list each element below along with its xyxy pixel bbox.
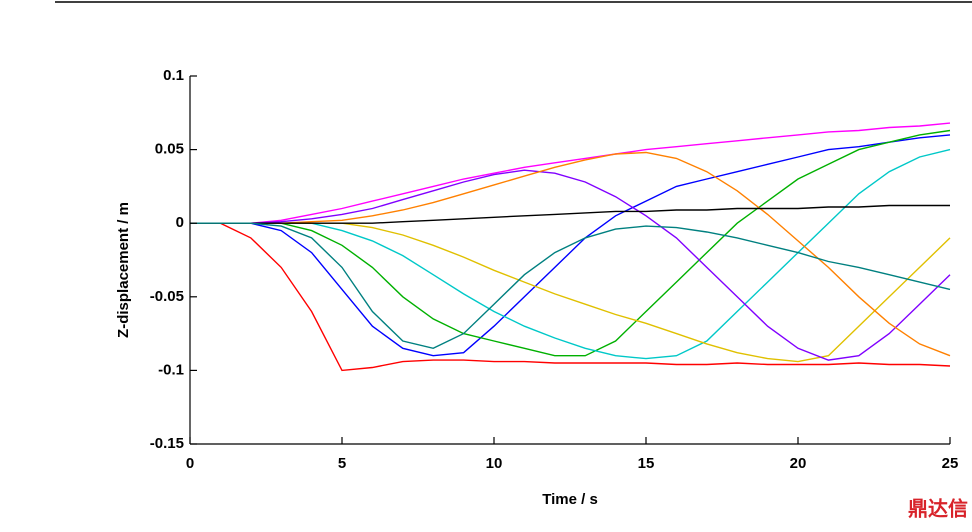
- x-axis-label: Time / s: [542, 491, 598, 508]
- data-line: [190, 222, 951, 350]
- y-tick-label: -0.05: [150, 288, 184, 305]
- x-tick-label: 20: [790, 455, 807, 472]
- y-tick-label: 0.05: [155, 141, 184, 158]
- data-line: [190, 134, 951, 357]
- x-tick-label: 5: [338, 455, 346, 472]
- watermark: 鼎达信: [908, 496, 968, 520]
- data-line: [190, 169, 951, 361]
- x-tick-label: 0: [186, 455, 194, 472]
- data-line: [190, 204, 950, 224]
- data-line: [190, 129, 951, 357]
- data-line: [190, 122, 951, 224]
- data-line: [190, 222, 951, 372]
- x-tick-label: 15: [638, 455, 655, 472]
- x-tick-label: 10: [486, 455, 503, 472]
- y-tick-label: 0.1: [163, 67, 184, 84]
- y-tick-label: -0.15: [150, 435, 184, 452]
- x-tick-label: 25: [942, 455, 959, 472]
- y-tick-label: 0: [176, 214, 184, 231]
- y-tick-label: -0.1: [158, 361, 184, 378]
- data-line: [190, 151, 951, 357]
- y-axis-label: Z-displacement / m: [115, 202, 132, 338]
- data-line: [190, 222, 951, 363]
- data-line: [190, 148, 951, 360]
